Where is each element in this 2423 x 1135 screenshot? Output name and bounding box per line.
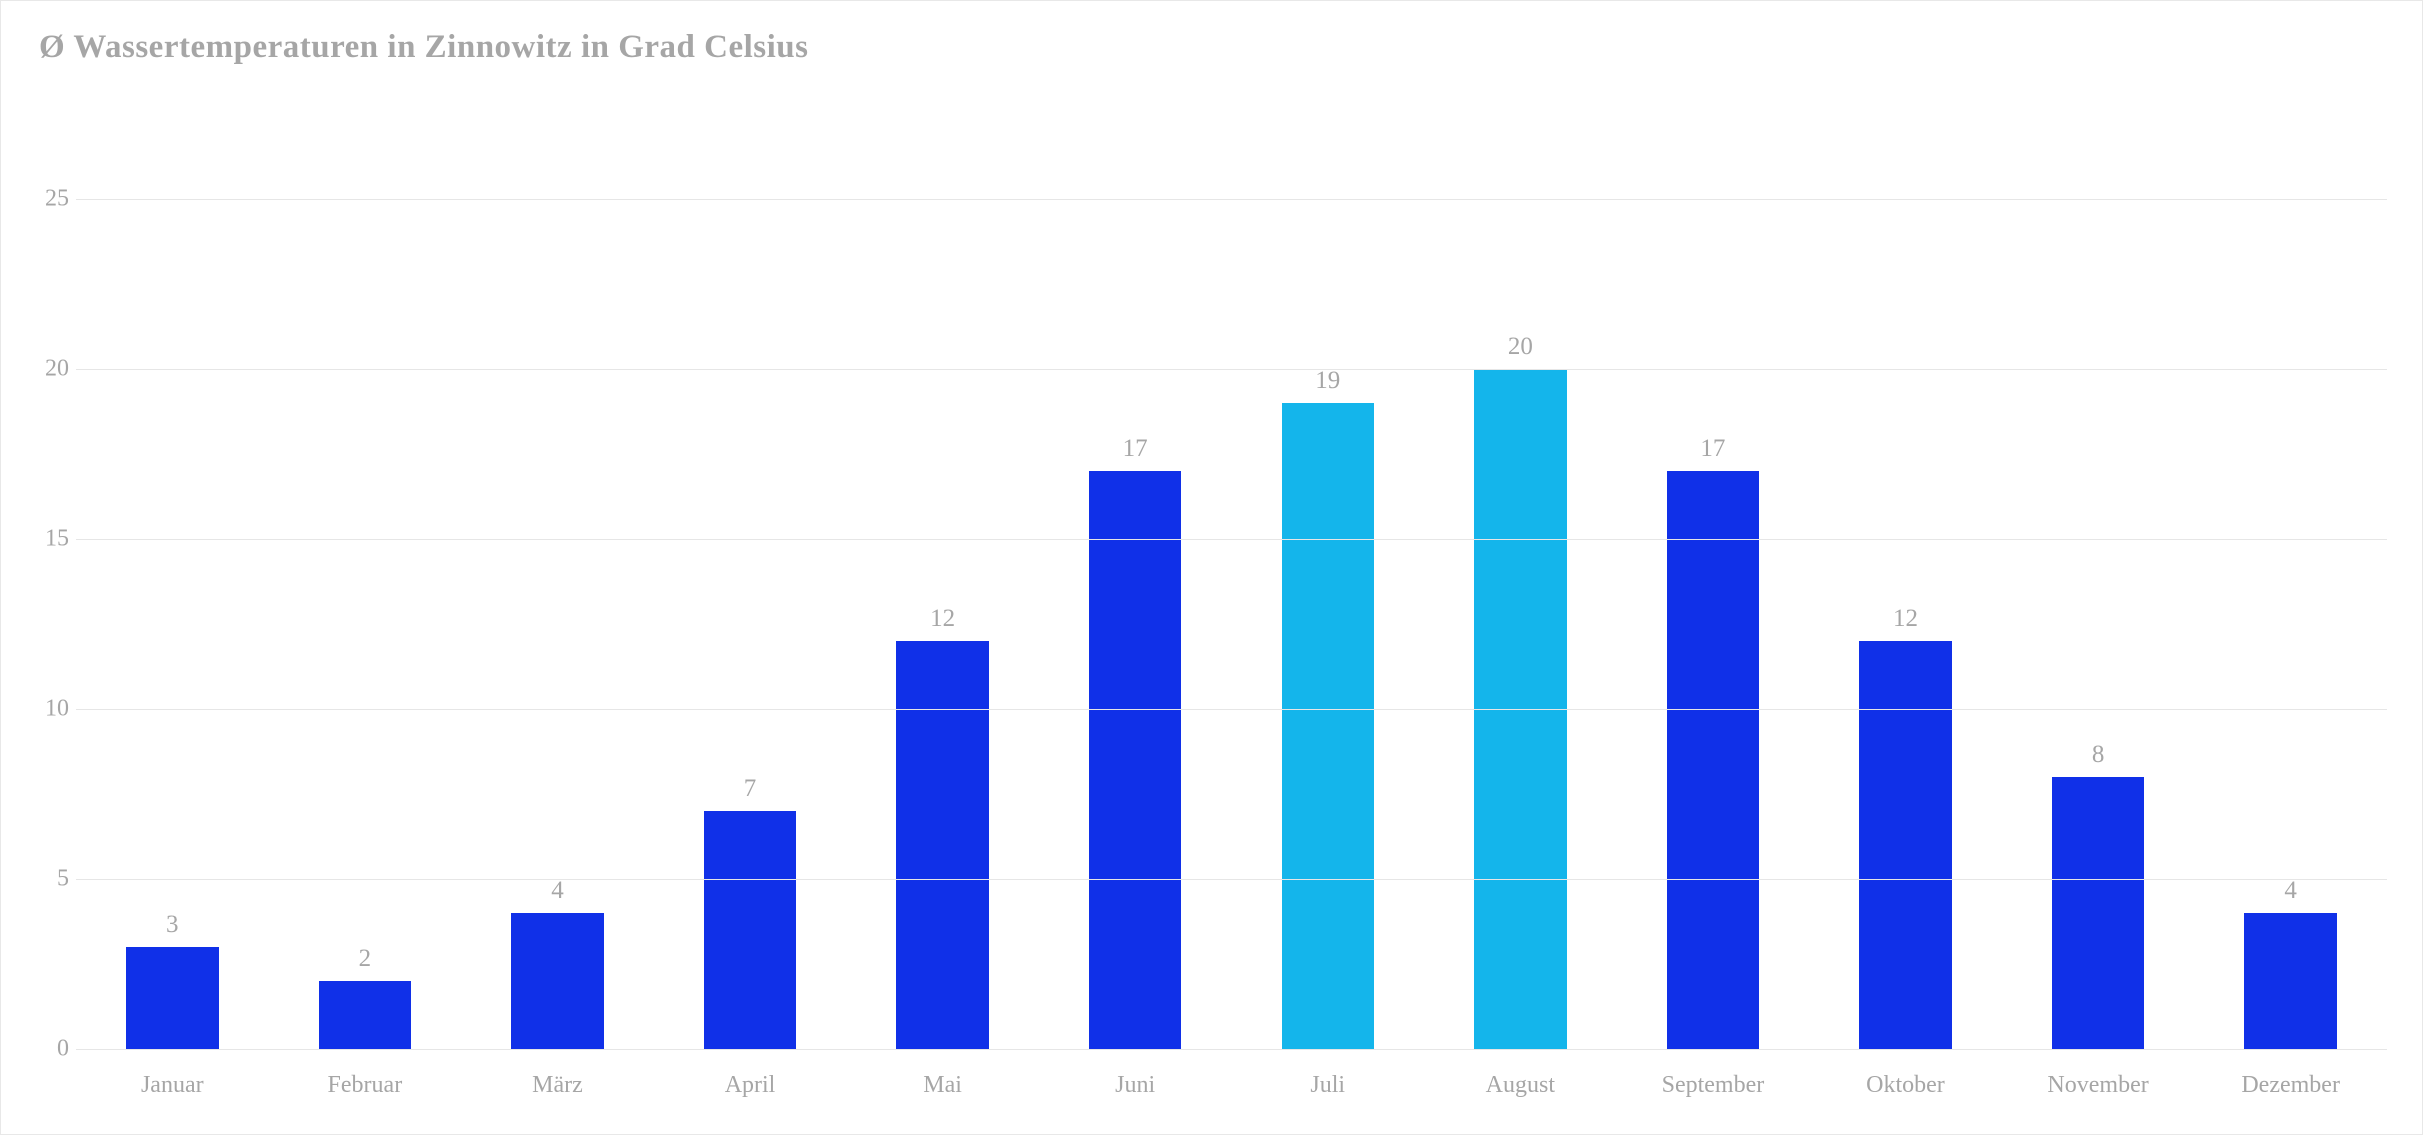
bar-value-label: 19	[1315, 367, 1340, 395]
bar	[1667, 471, 1759, 1049]
x-tick-label: Januar	[76, 1072, 269, 1099]
grid-line	[76, 369, 2387, 370]
bar-slot: 3	[76, 131, 269, 1049]
grid-line	[76, 879, 2387, 880]
bar-value-label: 4	[551, 877, 564, 905]
bar-slot: 12	[1809, 131, 2002, 1049]
bar	[1089, 471, 1181, 1049]
bar-value-label: 7	[744, 775, 757, 803]
grid-line	[76, 199, 2387, 200]
x-tick-label: November	[2002, 1072, 2195, 1099]
bar	[704, 811, 796, 1049]
bar	[2244, 913, 2336, 1049]
bar-slot: 4	[461, 131, 654, 1049]
bar-value-label: 17	[1700, 435, 1725, 463]
grid-line	[76, 1049, 2387, 1050]
bar-value-label: 20	[1508, 333, 1533, 361]
bars-row: 3 2 4 7 12 17 19 20 17 12 8 4	[76, 131, 2387, 1049]
plot-area: 324712171920171284 0510152025	[76, 131, 2387, 1049]
x-tick-label: Dezember	[2194, 1072, 2387, 1099]
bar-value-label: 8	[2092, 741, 2105, 769]
x-tick-label: März	[461, 1072, 654, 1099]
bar-value-label: 3	[166, 911, 179, 939]
bar-value-label: 4	[2284, 877, 2297, 905]
chart-container: Ø Wassertemperaturen in Zinnowitz in Gra…	[1, 1, 2422, 1134]
bar-slot: 12	[846, 131, 1039, 1049]
x-tick-label: Juli	[1231, 1072, 1424, 1099]
bar-value-label: 17	[1123, 435, 1148, 463]
x-tick-label: Februar	[269, 1072, 462, 1099]
y-tick-label: 10	[34, 696, 69, 723]
y-tick-label: 20	[34, 356, 69, 383]
y-tick-label: 0	[34, 1036, 69, 1063]
bar-value-label: 12	[930, 605, 955, 633]
bar	[1859, 641, 1951, 1049]
bar-slot: 17	[1617, 131, 1810, 1049]
bar-slot: 19	[1231, 131, 1424, 1049]
bar	[511, 913, 603, 1049]
x-axis-labels: JanuarFebruarMärzAprilMaiJuniJuliAugustS…	[76, 1072, 2387, 1099]
bar-slot: 8	[2002, 131, 2195, 1049]
bar-value-label: 2	[359, 945, 372, 973]
bar	[1282, 403, 1374, 1049]
bar-slot: 2	[269, 131, 462, 1049]
x-tick-label: Oktober	[1809, 1072, 2002, 1099]
x-tick-label: Juni	[1039, 1072, 1232, 1099]
bar-slot: 7	[654, 131, 847, 1049]
y-tick-label: 5	[34, 866, 69, 893]
bar-value-label: 12	[1893, 605, 1918, 633]
bar	[126, 947, 218, 1049]
grid-line	[76, 709, 2387, 710]
chart-title: Ø Wassertemperaturen in Zinnowitz in Gra…	[21, 21, 2387, 66]
bar-slot: 20	[1424, 131, 1617, 1049]
x-tick-label: Mai	[846, 1072, 1039, 1099]
x-tick-label: August	[1424, 1072, 1617, 1099]
bar	[2052, 777, 2144, 1049]
x-tick-label: April	[654, 1072, 847, 1099]
bar	[896, 641, 988, 1049]
bar-slot: 4	[2194, 131, 2387, 1049]
bar	[319, 981, 411, 1049]
x-tick-label: September	[1617, 1072, 1810, 1099]
grid-line	[76, 539, 2387, 540]
y-tick-label: 15	[34, 526, 69, 553]
bar-slot: 17	[1039, 131, 1232, 1049]
y-tick-label: 25	[34, 186, 69, 213]
